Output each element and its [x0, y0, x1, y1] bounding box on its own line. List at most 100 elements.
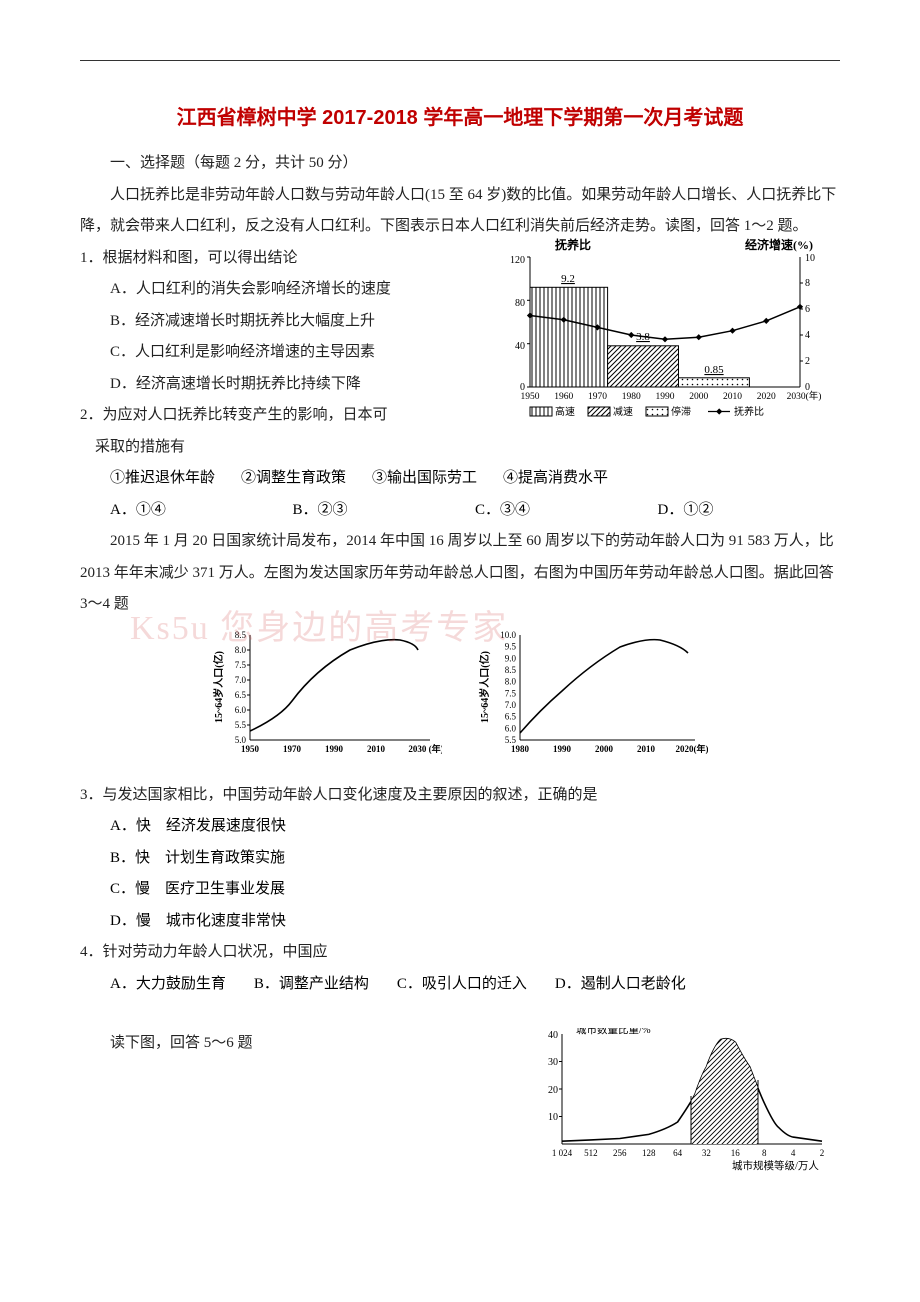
svg-text:4: 4	[805, 330, 810, 341]
q2-opt-d: D．①②	[658, 495, 841, 527]
chart-japan-dependency: 抚养比 经济增速(%) 0 40 80 120	[490, 237, 840, 437]
svg-text:1970: 1970	[588, 392, 607, 402]
svg-text:1990: 1990	[656, 392, 675, 402]
q2-opt-b: B．②③	[293, 495, 476, 527]
chart-city-scale: 10 20 30 40 城市数量比重/% 1 024	[540, 1028, 840, 1178]
svg-text:512: 512	[584, 1148, 598, 1158]
chart1-x-ticks: 1950 1960 1970 1980 1990 2000 2010 2020 …	[521, 390, 822, 402]
c2a-curve	[250, 639, 418, 730]
svg-text:8.5: 8.5	[505, 665, 517, 675]
document-page: 江西省樟树中学 2017-2018 学年高一地理下学期第一次月考试题 一、选择题…	[80, 0, 840, 1218]
svg-text:10: 10	[805, 253, 815, 264]
c2b-yticks: 5.5 6.0 6.5 7.0 7.5 8.0 8.5 9.0 9.5 10.0	[500, 630, 516, 745]
svg-text:1990: 1990	[325, 744, 344, 754]
svg-text:城市规模等级/万人: 城市规模等级/万人	[732, 1159, 819, 1172]
q2-sub-2: ②调整生育政策	[241, 463, 346, 495]
chart1-bar-high	[530, 287, 608, 387]
q2-sub-1: ①推迟退休年龄	[110, 463, 215, 495]
svg-text:2020(年): 2020(年)	[676, 743, 709, 754]
q2-opt-c: C．③④	[475, 495, 658, 527]
svg-text:7.5: 7.5	[235, 660, 247, 670]
svg-text:0.85: 0.85	[704, 364, 724, 376]
svg-text:256: 256	[613, 1148, 627, 1158]
svg-text:1980: 1980	[511, 744, 530, 754]
q4-stem: 4．针对劳动力年龄人口状况，中国应	[80, 937, 840, 969]
q4-opt-a: A．大力鼓励生育	[110, 969, 226, 1001]
svg-text:9.2: 9.2	[561, 273, 575, 285]
passage-2: 2015 年 1 月 20 日国家统计局发布，2014 年中国 16 周岁以上至…	[80, 526, 840, 621]
svg-text:128: 128	[642, 1148, 656, 1158]
q2-sub-4: ④提高消费水平	[503, 463, 608, 495]
svg-text:16: 16	[731, 1148, 741, 1158]
svg-text:15~64岁人口(亿): 15~64岁人口(亿)	[212, 651, 225, 723]
svg-text:1 024: 1 024	[552, 1148, 573, 1158]
q3-stem: 3．与发达国家相比，中国劳动年龄人口变化速度及主要原因的叙述，正确的是	[80, 780, 840, 812]
svg-text:1960: 1960	[554, 392, 573, 402]
svg-text:停滞: 停滞	[671, 405, 691, 418]
c3-xticks: 1 024 512 256 128 64 32 16 8 4 2	[552, 1148, 824, 1158]
q4-opt-d: D．遏制人口老龄化	[555, 969, 686, 1001]
svg-text:10.0: 10.0	[500, 630, 516, 640]
svg-text:2010: 2010	[723, 392, 742, 402]
svg-text:7.0: 7.0	[235, 675, 247, 685]
q3-opt-a: A．快 经济发展速度很快	[110, 811, 460, 843]
svg-text:2000: 2000	[689, 392, 708, 402]
q3-opt-c: C．慢 医疗卫生事业发展	[110, 874, 460, 906]
top-rule	[80, 60, 840, 61]
svg-text:8.0: 8.0	[235, 645, 247, 655]
chart1-bar-stall	[679, 377, 750, 386]
svg-text:64: 64	[673, 1148, 683, 1158]
svg-text:6.0: 6.0	[235, 705, 247, 715]
svg-text:6.0: 6.0	[505, 723, 517, 733]
svg-text:9.5: 9.5	[505, 641, 517, 651]
svg-text:120: 120	[510, 255, 525, 266]
svg-text:2: 2	[820, 1148, 825, 1158]
svg-text:抚养比: 抚养比	[734, 405, 764, 418]
svg-text:6.5: 6.5	[235, 690, 247, 700]
svg-text:8.5: 8.5	[235, 630, 247, 640]
svg-text:4: 4	[791, 1148, 796, 1158]
c2a-yticks: 5.0 5.5 6.0 6.5 7.0 7.5 8.0 8.5	[235, 630, 250, 745]
svg-text:1970: 1970	[283, 744, 302, 754]
c2b-curve	[520, 639, 688, 732]
svg-text:80: 80	[515, 298, 525, 309]
svg-text:2: 2	[805, 356, 810, 367]
q2-options: A．①④ B．②③ C．③④ D．①②	[80, 495, 840, 527]
svg-text:6.5: 6.5	[505, 711, 517, 721]
svg-text:8: 8	[762, 1148, 767, 1158]
svg-text:6: 6	[805, 304, 810, 315]
svg-text:32: 32	[702, 1148, 711, 1158]
c2b-xticks: 1980 1990 2000 2010 2020(年)	[511, 743, 708, 754]
q4-options: A．大力鼓励生育 B．调整产业结构 C．吸引人口的迁入 D．遏制人口老龄化	[80, 969, 840, 1001]
svg-text:1980: 1980	[622, 392, 641, 402]
c3-shade	[562, 1039, 822, 1144]
q2-opt-a: A．①④	[110, 495, 293, 527]
svg-text:1950: 1950	[241, 744, 260, 754]
svg-text:2030(年): 2030(年)	[787, 390, 822, 402]
svg-text:7.0: 7.0	[505, 700, 517, 710]
svg-text:40: 40	[515, 341, 525, 352]
svg-text:2030 (年): 2030 (年)	[408, 743, 442, 754]
chart-china-labor: 5.5 6.0 6.5 7.0 7.5 8.0 8.5 9.0 9.5 10.0…	[478, 627, 708, 762]
svg-text:8.0: 8.0	[505, 676, 517, 686]
svg-text:15~64岁人口(亿): 15~64岁人口(亿)	[478, 651, 491, 723]
q3-options: A．快 经济发展速度很快 B．快 计划生育政策实施 C．慢 医疗卫生事业发展 D…	[80, 811, 840, 937]
c2a-xticks: 1950 1970 1990 2010 2030 (年)	[241, 743, 442, 754]
svg-text:30: 30	[548, 1057, 558, 1068]
svg-text:高速: 高速	[555, 405, 575, 418]
c3-yticks: 10 20 30 40	[548, 1030, 562, 1123]
q3-opt-b: B．快 计划生育政策实施	[110, 843, 460, 875]
svg-text:2010: 2010	[367, 744, 386, 754]
svg-text:城市数量比重/%: 城市数量比重/%	[576, 1028, 651, 1036]
svg-text:1990: 1990	[553, 744, 572, 754]
q2-subitems: ①推迟退休年龄 ②调整生育政策 ③输出国际劳工 ④提高消费水平	[80, 463, 840, 495]
chart1-left-ticks: 0 40 80 120	[510, 255, 530, 393]
svg-text:20: 20	[548, 1085, 558, 1096]
svg-text:5.5: 5.5	[235, 720, 247, 730]
q2-sub-3: ③输出国际劳工	[372, 463, 477, 495]
passage-1: 人口抚养比是非劳动年龄人口数与劳动年龄人口(15 至 64 岁)数的比值。如果劳…	[80, 180, 840, 243]
chart-developed-labor: 5.0 5.5 6.0 6.5 7.0 7.5 8.0 8.5 15~64岁人口…	[212, 627, 442, 762]
q3-opt-d: D．慢 城市化速度非常快	[110, 906, 460, 938]
chart1-bar-slow	[608, 345, 679, 386]
svg-text:9.0: 9.0	[505, 653, 517, 663]
